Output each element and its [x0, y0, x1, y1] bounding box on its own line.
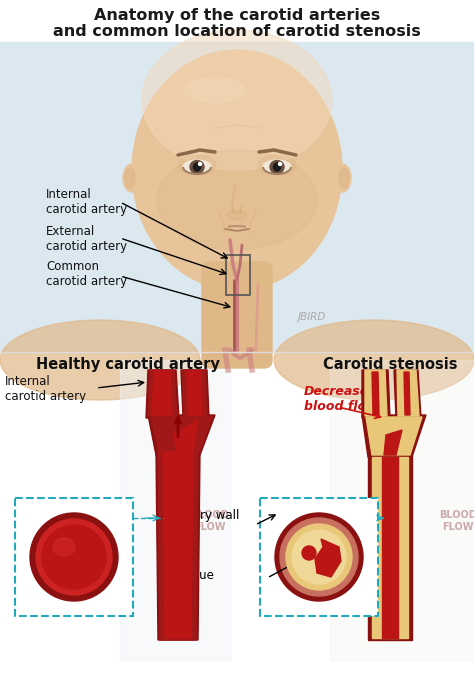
Ellipse shape	[157, 150, 317, 250]
Ellipse shape	[274, 320, 474, 400]
Text: Cross-section: Cross-section	[268, 505, 357, 518]
Text: Carotid stenosis: Carotid stenosis	[323, 357, 457, 372]
Text: Anatomy of the carotid arteries: Anatomy of the carotid arteries	[94, 8, 380, 23]
Polygon shape	[315, 539, 341, 577]
Circle shape	[302, 546, 316, 560]
Text: Decreased
blood flow: Decreased blood flow	[304, 385, 378, 413]
Polygon shape	[152, 371, 172, 415]
Ellipse shape	[185, 77, 245, 103]
Ellipse shape	[0, 320, 200, 400]
Polygon shape	[362, 370, 390, 418]
Ellipse shape	[199, 163, 201, 165]
Ellipse shape	[178, 155, 216, 175]
Polygon shape	[382, 457, 398, 638]
Polygon shape	[156, 450, 200, 640]
Ellipse shape	[193, 163, 201, 171]
Ellipse shape	[263, 160, 291, 174]
Text: Internal
carotid artery: Internal carotid artery	[5, 375, 86, 403]
Text: Plaque: Plaque	[175, 568, 215, 582]
Polygon shape	[404, 372, 410, 415]
Circle shape	[42, 525, 106, 589]
Polygon shape	[384, 430, 402, 455]
Polygon shape	[366, 417, 422, 455]
Circle shape	[292, 530, 346, 584]
Text: Artery wall: Artery wall	[175, 508, 239, 522]
Bar	[260, 498, 378, 616]
Circle shape	[30, 513, 118, 601]
Polygon shape	[372, 372, 379, 415]
Bar	[15, 498, 133, 616]
Polygon shape	[146, 370, 179, 418]
Ellipse shape	[123, 164, 141, 192]
Polygon shape	[368, 455, 412, 640]
Text: Cross-section: Cross-section	[20, 505, 109, 518]
Polygon shape	[183, 370, 207, 416]
Text: External
carotid artery: External carotid artery	[46, 225, 127, 253]
Ellipse shape	[339, 168, 349, 188]
Ellipse shape	[190, 161, 204, 174]
Polygon shape	[372, 457, 408, 638]
Polygon shape	[181, 370, 209, 418]
Text: BLOOD
FLOW: BLOOD FLOW	[191, 510, 229, 533]
FancyBboxPatch shape	[202, 262, 272, 368]
Ellipse shape	[183, 160, 211, 174]
Polygon shape	[148, 415, 215, 455]
Bar	[120, 360, 230, 660]
Ellipse shape	[125, 168, 135, 188]
Ellipse shape	[279, 163, 282, 165]
Ellipse shape	[227, 210, 247, 220]
Polygon shape	[165, 420, 198, 452]
Text: and common location of carotid stenosis: and common location of carotid stenosis	[53, 24, 421, 39]
Ellipse shape	[142, 30, 332, 170]
Ellipse shape	[53, 538, 75, 556]
Circle shape	[36, 519, 112, 595]
Circle shape	[280, 518, 358, 596]
Ellipse shape	[258, 155, 296, 175]
Polygon shape	[158, 450, 198, 640]
Text: Internal
carotid artery: Internal carotid artery	[46, 188, 127, 216]
Text: BLOOD
FLOW: BLOOD FLOW	[439, 510, 474, 533]
Bar	[330, 360, 474, 660]
Polygon shape	[151, 417, 212, 453]
Text: JBIRD: JBIRD	[298, 312, 327, 322]
Polygon shape	[394, 370, 421, 418]
Polygon shape	[397, 370, 419, 416]
Polygon shape	[148, 370, 177, 416]
Bar	[0, 42, 474, 352]
Polygon shape	[362, 415, 426, 457]
Circle shape	[275, 513, 363, 601]
Text: Healthy carotid artery: Healthy carotid artery	[36, 357, 220, 372]
Bar	[226, 255, 250, 295]
Ellipse shape	[132, 50, 342, 290]
Polygon shape	[163, 452, 193, 638]
Ellipse shape	[270, 161, 284, 174]
Text: Common
carotid artery: Common carotid artery	[46, 260, 127, 288]
Polygon shape	[187, 371, 202, 415]
Circle shape	[286, 524, 352, 590]
Polygon shape	[365, 370, 387, 416]
Ellipse shape	[273, 163, 281, 171]
Ellipse shape	[333, 164, 351, 192]
